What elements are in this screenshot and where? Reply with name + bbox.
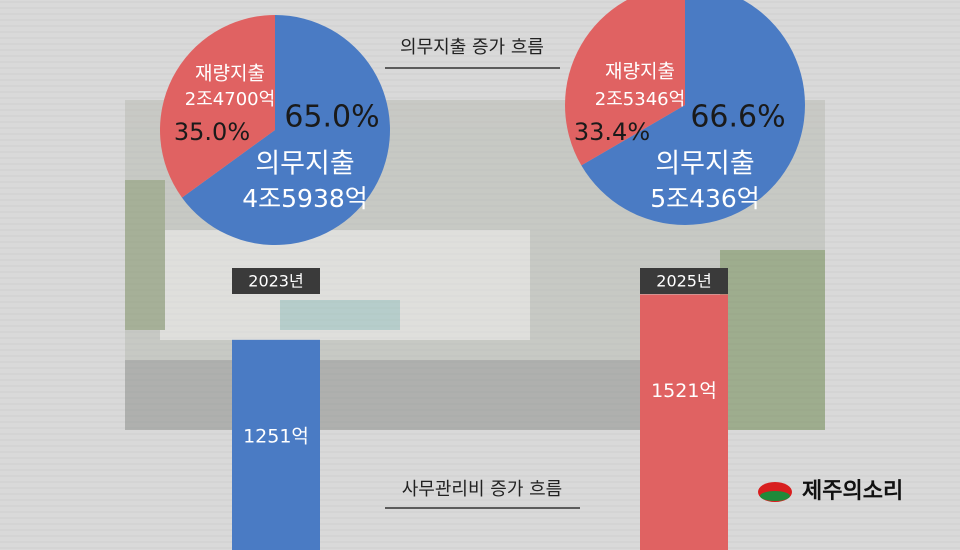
- pie-slice: [160, 14, 275, 198]
- slice-name: 재량지출: [605, 61, 675, 83]
- pie-slice: [581, 0, 805, 225]
- category-box: [232, 268, 320, 294]
- slice-percent: 33.4%: [574, 118, 650, 146]
- slice-percent: 65.0%: [284, 100, 379, 135]
- slice-amount: 2조4700억: [185, 89, 275, 110]
- category-label: 2025년: [656, 272, 711, 291]
- slice-amount: 2조5346억: [595, 89, 685, 110]
- slice-percent: 66.6%: [690, 100, 785, 135]
- slice-amount: 4조5938억: [242, 184, 368, 213]
- logo: 제주의소리: [758, 479, 903, 504]
- logo-text: 제주의소리: [802, 479, 903, 504]
- slice-amount: 5조436억: [650, 184, 760, 213]
- category-label: 2023년: [248, 272, 303, 291]
- bar-value-label: 1521억: [651, 380, 717, 402]
- bar-title: 사무관리비 증가 흐름: [402, 479, 562, 500]
- pie-slice: [181, 15, 390, 245]
- bar-value-label: 1251억: [243, 425, 309, 447]
- bar: [640, 294, 728, 550]
- slice-name: 재량지출: [195, 63, 265, 85]
- pie-slice: [565, 0, 685, 166]
- slice-percent: 35.0%: [174, 118, 250, 146]
- bar: [232, 339, 320, 550]
- slice-name: 의무지출: [655, 149, 754, 180]
- category-box: [640, 268, 728, 294]
- slice-name: 의무지출: [255, 149, 354, 180]
- pie-title: 의무지출 증가 흐름: [400, 37, 544, 58]
